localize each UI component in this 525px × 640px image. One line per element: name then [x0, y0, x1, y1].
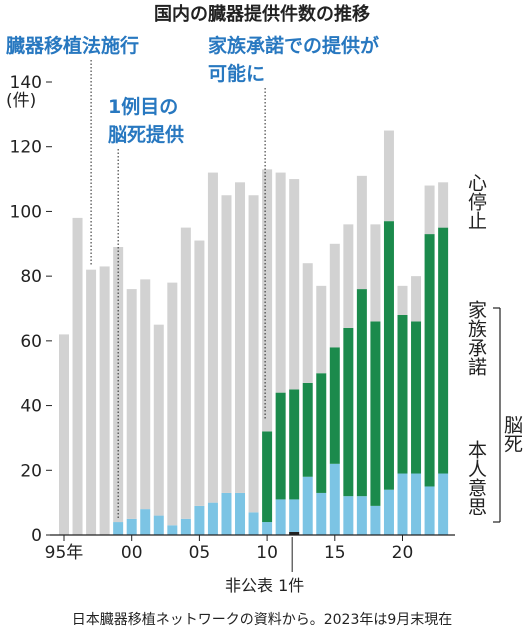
bar-segment: [316, 492, 327, 535]
bar-segment: [289, 179, 300, 390]
bar-segment: [370, 224, 381, 322]
y-tick-label: 0: [31, 526, 42, 546]
bar-segment: [370, 505, 381, 535]
bar-segment: [383, 130, 394, 222]
annotation: 臓器移植法施行: [6, 34, 139, 57]
bar-segment: [411, 276, 422, 322]
bar-segment: [383, 221, 394, 490]
legend-label: 本人意思: [465, 440, 487, 516]
y-tick-label: 80: [20, 267, 42, 287]
bar-segment: [343, 224, 354, 328]
bar-segment: [207, 172, 218, 503]
bar-segment: [397, 473, 408, 535]
bar-segment: [329, 463, 340, 535]
bar-segment: [397, 285, 408, 315]
annotation: 可能に: [208, 62, 265, 85]
bar-segment: [153, 324, 164, 516]
bar-segment: [180, 518, 191, 535]
y-tick-label: 140: [10, 73, 42, 93]
bar-segment: [424, 486, 435, 535]
bar-segment: [302, 382, 313, 477]
bar-segment: [262, 431, 273, 523]
bar-segment: [343, 327, 354, 497]
bar-segment: [126, 518, 137, 535]
bar-segment: [356, 496, 367, 535]
bar-segment: [248, 512, 259, 535]
bar-segment: [302, 476, 313, 535]
chart-title: 国内の臓器提供件数の推移: [154, 3, 370, 25]
bar-segment: [289, 499, 300, 535]
legend-label: 心停止: [465, 173, 487, 230]
bar-segment: [343, 496, 354, 535]
annotation: 1例目の: [108, 95, 178, 118]
bar-segment: [153, 515, 164, 535]
bar-segment: [221, 492, 232, 535]
bar-segment: [302, 263, 313, 383]
bar-segment: [86, 269, 97, 535]
annotation: 家族承諾での提供が: [208, 34, 379, 57]
x-tick-label: 15: [324, 543, 346, 563]
bar-segment: [99, 266, 110, 535]
annotation: 脳死提供: [107, 123, 184, 146]
undisclosed-mark: [289, 532, 300, 535]
bar-segment: [126, 289, 137, 519]
x-tick-label: 95年: [45, 543, 84, 563]
y-tick-label: 20: [20, 461, 42, 481]
group-label: 脳死: [501, 415, 523, 453]
y-tick-label: 100: [10, 202, 42, 222]
bar-segment: [194, 505, 205, 535]
bar-segment: [411, 321, 422, 474]
bar-segment: [180, 227, 191, 519]
bar-segment: [140, 279, 151, 510]
legend-label: 家族承諾: [465, 300, 487, 376]
bar-segment: [221, 195, 232, 493]
bar-segment: [167, 282, 178, 526]
bar-segment: [275, 392, 286, 500]
y-tick-label: 60: [20, 332, 42, 352]
x-tick-label: 00: [121, 543, 143, 563]
y-unit: (件): [6, 91, 36, 111]
bar-segment: [167, 525, 178, 535]
bar-segment: [235, 182, 246, 493]
x-tick-label: 10: [256, 543, 278, 563]
bar-segment: [194, 240, 205, 506]
bar-segment: [411, 473, 422, 535]
bar-segment: [397, 314, 408, 474]
bar-segment: [248, 195, 259, 513]
bar-segment: [383, 489, 394, 535]
bar-segment: [329, 243, 340, 348]
bar-segment: [424, 185, 435, 235]
bar-segment: [438, 473, 449, 535]
source: 日本臓器移植ネットワークの資料から。2023年は9月末現在: [72, 612, 453, 628]
y-tick-label: 40: [20, 397, 42, 417]
x-tick-label: 05: [189, 543, 211, 563]
bar-segment: [356, 175, 367, 290]
y-tick-label: 120: [10, 138, 42, 158]
bar-segment: [370, 321, 381, 506]
bar-segment: [329, 347, 340, 464]
bar-segment: [113, 522, 124, 535]
bar-segment: [59, 334, 69, 535]
bar-segment: [356, 289, 367, 497]
bar-segment: [235, 492, 246, 535]
bar-segment: [438, 227, 449, 474]
bar-segment: [424, 234, 435, 487]
bar-segment: [275, 499, 286, 535]
bar-segment: [262, 169, 273, 432]
bar-segment: [438, 182, 449, 228]
note: 非公表 1件: [225, 576, 304, 595]
bar-segment: [72, 217, 83, 535]
bar-segment: [140, 509, 151, 535]
bar-segment: [262, 522, 273, 535]
bar-segment: [207, 502, 218, 535]
x-tick-label: 20: [392, 543, 414, 563]
bar-segment: [316, 285, 327, 374]
bar-segment: [275, 172, 286, 393]
bar-segment: [289, 389, 300, 500]
bar-segment: [316, 373, 327, 493]
